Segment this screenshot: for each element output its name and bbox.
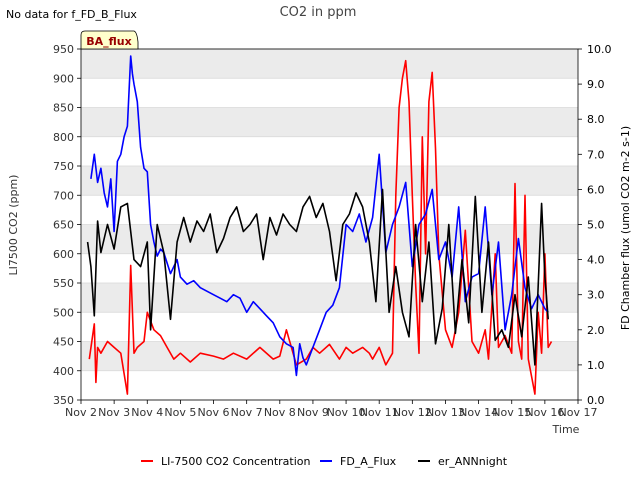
- x-tick-label: Nov 16: [525, 406, 564, 419]
- legend-label: FD_A_Flux: [340, 455, 397, 468]
- x-tick-label: Nov 4: [131, 406, 163, 419]
- left-tick-label: 950: [53, 43, 74, 56]
- left-tick-label: 850: [53, 102, 74, 115]
- left-tick-label: 500: [53, 306, 74, 319]
- legend: LI-7500 CO2 Concentration FD_A_Flux er_ANN…: [141, 455, 508, 468]
- x-tick-label: Nov 15: [492, 406, 531, 419]
- x-tick-label: Nov 9: [297, 406, 329, 419]
- x-tick-label: Nov 14: [459, 406, 498, 419]
- x-axis-ticks: Nov 2 Nov 3 Nov 4 Nov 5 Nov 6 Nov 7 Nov 8 Nov 9…: [65, 400, 597, 419]
- background-band: [81, 283, 578, 313]
- right-tick-label: 1.0: [587, 359, 605, 372]
- right-tick-label: 6.0: [587, 183, 605, 196]
- right-axis-ticks: 0.0 1.0 2.0 3.0 4.0 5.0 6.0 7.0 8.0 9.0 10.0: [578, 43, 612, 407]
- x-tick-label: Nov 5: [164, 406, 196, 419]
- series-lines: [86, 55, 553, 395]
- legend-label: LI-7500 CO2 Concentration: [161, 455, 311, 468]
- background-band: [81, 341, 578, 371]
- chart-title: CO2 in ppm: [280, 5, 357, 20]
- no-data-note: No data for f_FD_B_Flux: [6, 8, 137, 21]
- right-tick-label: 0.0: [587, 394, 605, 407]
- right-tick-label: 4.0: [587, 254, 605, 267]
- right-tick-label: 2.0: [587, 324, 605, 337]
- right-tick-label: 7.0: [587, 148, 605, 161]
- background-band: [81, 107, 578, 137]
- badge-label: BA_flux: [86, 35, 131, 48]
- left-tick-label: 550: [53, 277, 74, 290]
- left-tick-label: 350: [53, 394, 74, 407]
- right-tick-label: 3.0: [587, 289, 605, 302]
- left-tick-label: 900: [53, 72, 74, 85]
- right-tick-label: 9.0: [587, 78, 605, 91]
- left-tick-label: 450: [53, 336, 74, 349]
- x-tick-label: Nov 12: [393, 406, 432, 419]
- background-band: [81, 166, 578, 196]
- background-bands: [81, 49, 578, 371]
- left-axis-label: LI7500 CO2 (ppm): [7, 175, 20, 276]
- x-tick-label: Nov 6: [198, 406, 230, 419]
- x-axis-label: Time: [552, 423, 580, 436]
- left-tick-label: 800: [53, 131, 74, 144]
- left-tick-label: 750: [53, 160, 74, 173]
- series-line-er-annnight: [86, 188, 549, 366]
- ba-flux-badge: BA_flux: [80, 30, 139, 50]
- left-tick-label: 400: [53, 365, 74, 378]
- x-tick-label: Nov 10: [327, 406, 366, 419]
- right-tick-label: 5.0: [587, 219, 605, 232]
- x-tick-label: Nov 2: [65, 406, 97, 419]
- x-tick-label: Nov 11: [360, 406, 399, 419]
- background-band: [81, 49, 578, 79]
- x-tick-label: Nov 7: [231, 406, 263, 419]
- x-tick-label: Nov 13: [426, 406, 465, 419]
- legend-label: er_ANNnight: [438, 455, 508, 468]
- left-tick-label: 650: [53, 219, 74, 232]
- right-tick-label: 8.0: [587, 113, 605, 126]
- right-tick-label: 10.0: [587, 43, 612, 56]
- right-axis-label: FD Chamber flux (umol CO2 m-2 s-1): [619, 126, 632, 330]
- x-tick-label: Nov 17: [559, 406, 598, 419]
- left-tick-label: 600: [53, 248, 74, 261]
- left-axis-ticks: 350 400 450 500 550 600 650 700 750 800 850 900 950: [53, 43, 81, 407]
- x-tick-label: Nov 3: [98, 406, 130, 419]
- series-line-fd-a-flux: [90, 55, 549, 377]
- left-tick-label: 700: [53, 189, 74, 202]
- x-tick-label: Nov 8: [264, 406, 296, 419]
